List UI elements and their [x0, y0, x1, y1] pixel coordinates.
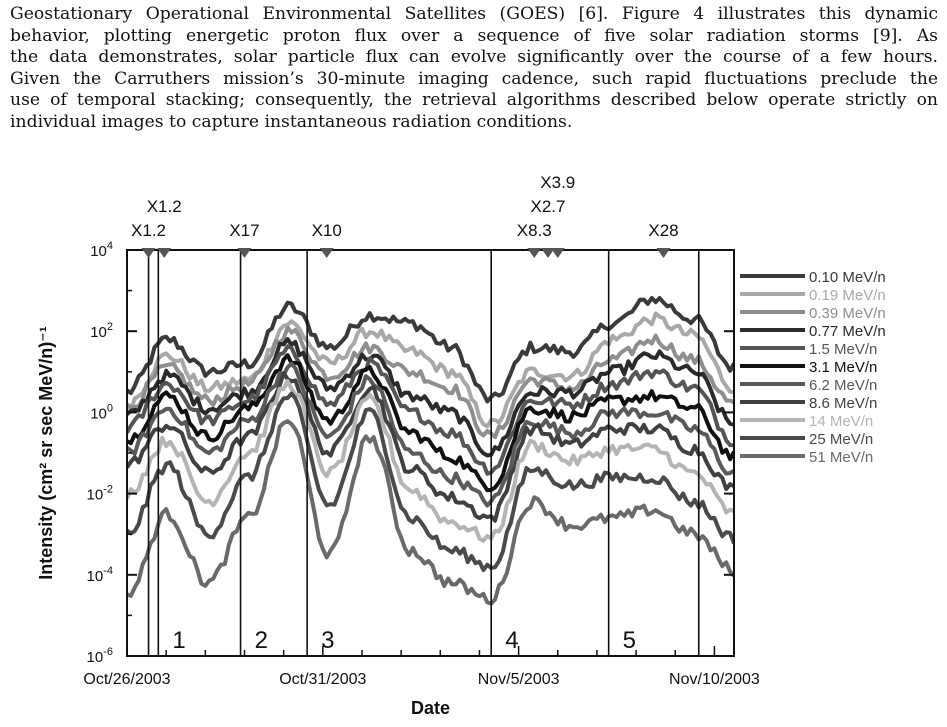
legend-label: 25 MeV/n: [809, 431, 873, 448]
x-tick-label: Nov/5/2003: [478, 671, 560, 688]
paragraph-line: individual images to capture instantaneo…: [10, 111, 573, 132]
flare-marker: [237, 248, 252, 258]
series-line-3: [127, 337, 734, 458]
x-tick-label: Nov/10/2003: [669, 671, 760, 688]
series-line-8: [127, 379, 734, 543]
flare-marker: [656, 248, 671, 258]
paragraph-line: Geostationary Operational Environmental …: [10, 4, 938, 24]
flare-marker: [550, 248, 565, 258]
y-tick-label: 104: [90, 240, 113, 260]
series-line-2: [127, 325, 734, 440]
legend-label: 8.6 MeV/n: [809, 395, 877, 412]
y-tick-label: 10-2: [87, 484, 113, 504]
paragraph-line: behavior, plotting energetic proton flux…: [10, 25, 938, 46]
series-line-6: [127, 361, 734, 508]
flare-marker: [141, 248, 156, 258]
storm-number: 2: [255, 627, 268, 654]
paragraph-line: Given the Carruthers mission’s 30-minute…: [10, 68, 938, 89]
flare-label: X17: [229, 221, 259, 240]
legend-label: 3.1 MeV/n: [809, 359, 877, 376]
series-group: [127, 296, 734, 606]
legend-label: 51 MeV/n: [809, 449, 873, 466]
flare-label: X10: [312, 221, 342, 240]
flare-label: X28: [648, 221, 678, 240]
series-line-0: [127, 296, 734, 404]
series-line-4: [127, 344, 734, 476]
paragraph: Geostationary Operational Environmental …: [10, 4, 938, 133]
series-line-10: [127, 419, 734, 606]
legend-label: 0.39 MeV/n: [809, 305, 886, 322]
flare-marker: [157, 248, 172, 258]
x-tick-label: Oct/26/2003: [83, 671, 170, 688]
series-line-7: [127, 371, 734, 523]
storm-number: 4: [505, 627, 518, 654]
y-tick-label: 100: [90, 402, 113, 422]
legend-label: 0.10 MeV/n: [809, 269, 886, 286]
plot-frame: [126, 249, 735, 657]
legend-label: 6.2 MeV/n: [809, 377, 877, 394]
y-axis-title: Intensity (cm² sr sec MeV/n)⁻¹: [36, 326, 56, 580]
storm-number: 3: [321, 627, 334, 654]
storm-number: 1: [172, 627, 185, 654]
y-tick-label: 10-4: [87, 565, 113, 585]
flare-label: X8.3: [517, 221, 552, 240]
paragraph-line: the data demonstrates, solar particle fl…: [10, 47, 938, 67]
storm-number: 5: [623, 627, 636, 654]
y-tick-label: 102: [90, 321, 113, 341]
flare-label: X3.9: [540, 173, 575, 192]
series-line-9: [127, 391, 734, 572]
legend-label: 1.5 MeV/n: [809, 341, 877, 358]
x-tick-label: Oct/31/2003: [279, 671, 366, 688]
flare-label: X1.2: [147, 197, 182, 216]
flare-marker: [540, 248, 555, 258]
flare-marker: [527, 248, 542, 258]
y-tick-label: 10-6: [87, 646, 113, 666]
flare-marker: [319, 248, 334, 258]
legend-label: 0.77 MeV/n: [809, 323, 886, 340]
flare-label: X1.2: [131, 221, 166, 240]
legend-label: 0.19 MeV/n: [809, 287, 886, 304]
legend-label: 14 MeV/n: [809, 413, 873, 430]
paragraph-line: use of temporal stacking; consequently, …: [10, 90, 938, 110]
series-line-5: [127, 353, 734, 493]
flare-label: X2.7: [530, 197, 565, 216]
x-axis-title: Date: [411, 698, 450, 718]
